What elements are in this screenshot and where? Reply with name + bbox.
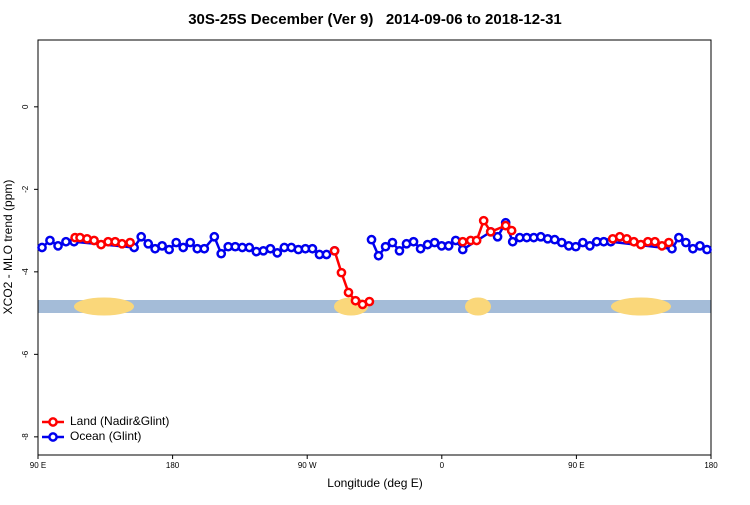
point	[61, 236, 71, 247]
point	[37, 242, 47, 253]
point	[408, 236, 419, 247]
point	[366, 234, 377, 245]
y-tick-label: 0	[21, 104, 30, 109]
point	[673, 232, 684, 243]
y-tick-label: -8	[21, 433, 30, 441]
point	[164, 244, 175, 255]
point	[394, 245, 405, 256]
point	[185, 237, 196, 248]
point	[265, 243, 276, 254]
x-tick-label: 90 E	[30, 461, 46, 470]
point	[485, 226, 496, 237]
x-tick-label: 90 W	[298, 461, 317, 470]
point	[125, 237, 135, 248]
land-patch	[611, 297, 671, 316]
point	[272, 248, 283, 258]
legend-point	[48, 417, 58, 427]
point	[650, 236, 660, 247]
point	[157, 240, 167, 251]
point	[329, 245, 340, 256]
series	[70, 215, 674, 310]
point	[199, 243, 210, 254]
series	[37, 217, 712, 261]
point	[585, 240, 595, 251]
point	[471, 235, 482, 246]
point	[178, 242, 189, 253]
point	[478, 215, 489, 226]
x-tick-label: 180	[166, 461, 180, 470]
point	[507, 236, 518, 247]
point	[387, 237, 398, 248]
point	[216, 248, 227, 259]
point	[443, 240, 454, 251]
point	[500, 220, 511, 231]
land-patch	[465, 297, 491, 316]
y-tick-label: -6	[21, 350, 30, 358]
point	[506, 225, 517, 236]
point	[350, 295, 361, 306]
chart-title: 30S-25S December (Ver 9) 2014-09-06 to 2…	[188, 11, 562, 28]
point	[364, 296, 375, 307]
point	[143, 238, 154, 249]
point	[492, 231, 503, 242]
point	[45, 235, 55, 246]
x-tick-label: 0	[440, 461, 445, 470]
point	[117, 238, 127, 249]
point	[702, 244, 712, 255]
point	[681, 237, 691, 248]
point	[89, 235, 99, 246]
point	[415, 243, 426, 254]
x-axis-title: Longitude (deg E)	[327, 476, 422, 490]
point	[373, 250, 384, 261]
point	[380, 241, 391, 252]
point	[171, 237, 182, 248]
point	[663, 237, 674, 248]
point	[457, 236, 468, 247]
ocean-band	[38, 300, 711, 313]
land-ocean-band	[38, 297, 711, 316]
point	[570, 241, 581, 252]
point	[343, 287, 354, 298]
y-tick-label: -2	[21, 185, 30, 193]
point	[209, 231, 220, 242]
point	[307, 243, 318, 254]
point	[321, 249, 332, 260]
x-tick-label: 180	[704, 461, 718, 470]
land-patch	[74, 297, 134, 316]
x-tick-label: 90 E	[568, 461, 584, 470]
point	[53, 240, 63, 251]
point	[695, 240, 705, 251]
y-axis-title: XCO2 - MLO trend (ppm)	[1, 180, 15, 315]
legend-label: Land (Nadir&Glint)	[70, 414, 169, 428]
legend-label: Ocean (Glint)	[70, 429, 141, 443]
series-line	[75, 217, 670, 306]
legend-point	[48, 432, 58, 442]
point	[457, 244, 468, 255]
point	[244, 242, 255, 253]
y-tick-label: -4	[21, 268, 30, 276]
point	[336, 267, 347, 278]
point	[136, 231, 147, 242]
